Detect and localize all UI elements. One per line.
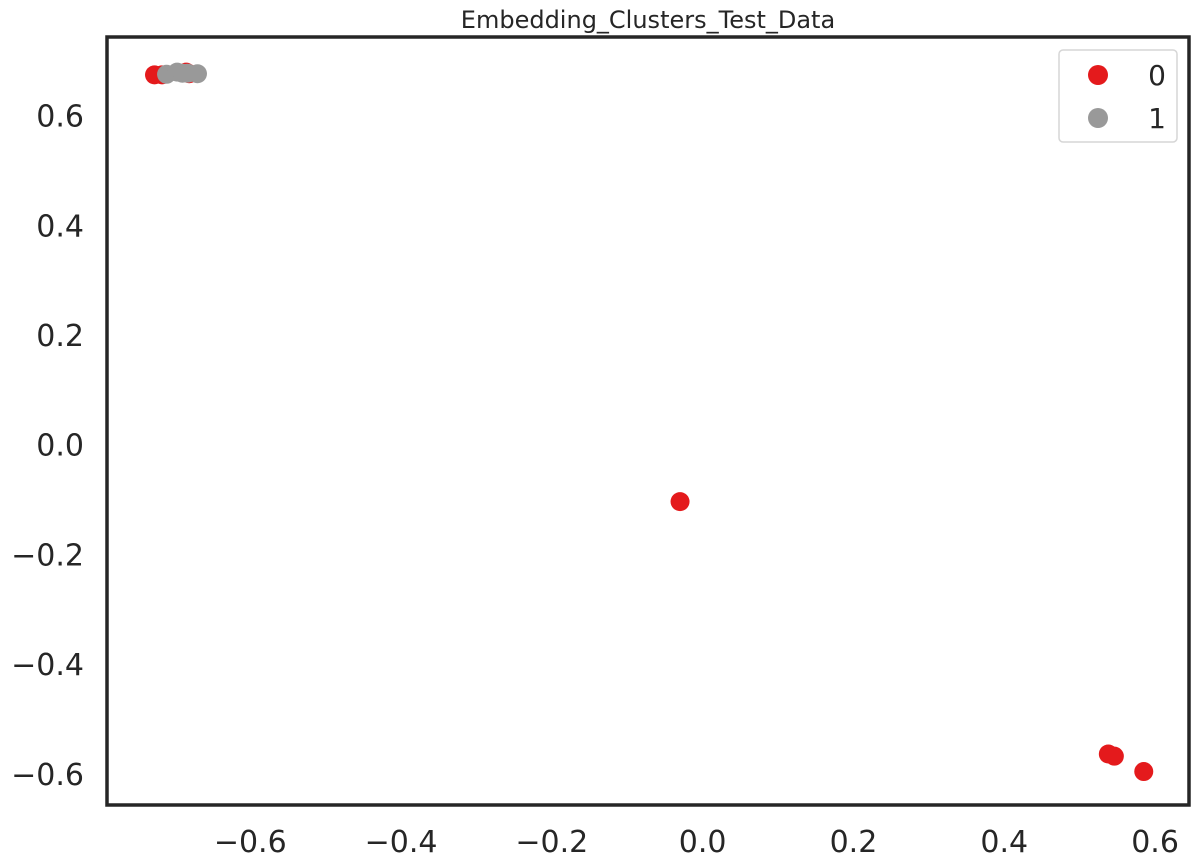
legend-marker — [1088, 65, 1108, 85]
legend-marker — [1088, 108, 1108, 128]
y-tick-label: −0.6 — [11, 758, 84, 793]
x-tick-label: 0.2 — [830, 825, 878, 860]
y-tick-label: 0.6 — [36, 100, 84, 135]
data-point — [1134, 762, 1154, 782]
y-axis-ticks: 0.6 0.4 0.2 0.0 −0.2 −0.4 −0.6 — [11, 100, 84, 793]
x-tick-label: 0.0 — [679, 825, 727, 860]
x-tick-label: 0.4 — [980, 825, 1028, 860]
data-points — [145, 62, 1154, 782]
data-point — [1104, 746, 1124, 766]
y-tick-label: 0.2 — [36, 319, 84, 354]
y-tick-label: 0.0 — [36, 429, 84, 464]
legend-label: 1 — [1148, 102, 1166, 135]
x-tick-label: −0.4 — [365, 825, 438, 860]
x-tick-label: 0.6 — [1131, 825, 1179, 860]
legend-label: 0 — [1148, 59, 1166, 92]
x-tick-label: −0.2 — [515, 825, 588, 860]
data-point — [187, 64, 207, 84]
y-tick-label: −0.2 — [11, 538, 84, 573]
x-tick-label: −0.6 — [214, 825, 287, 860]
x-axis-ticks: −0.6 −0.4 −0.2 0.0 0.2 0.4 0.6 — [214, 825, 1179, 860]
data-point — [670, 492, 690, 512]
plot-frame — [105, 35, 1191, 807]
y-tick-label: 0.4 — [36, 209, 84, 244]
chart-title: Embedding_Clusters_Test_Data — [461, 6, 835, 34]
y-tick-label: −0.4 — [11, 648, 84, 683]
legend: 01 — [1058, 49, 1178, 143]
